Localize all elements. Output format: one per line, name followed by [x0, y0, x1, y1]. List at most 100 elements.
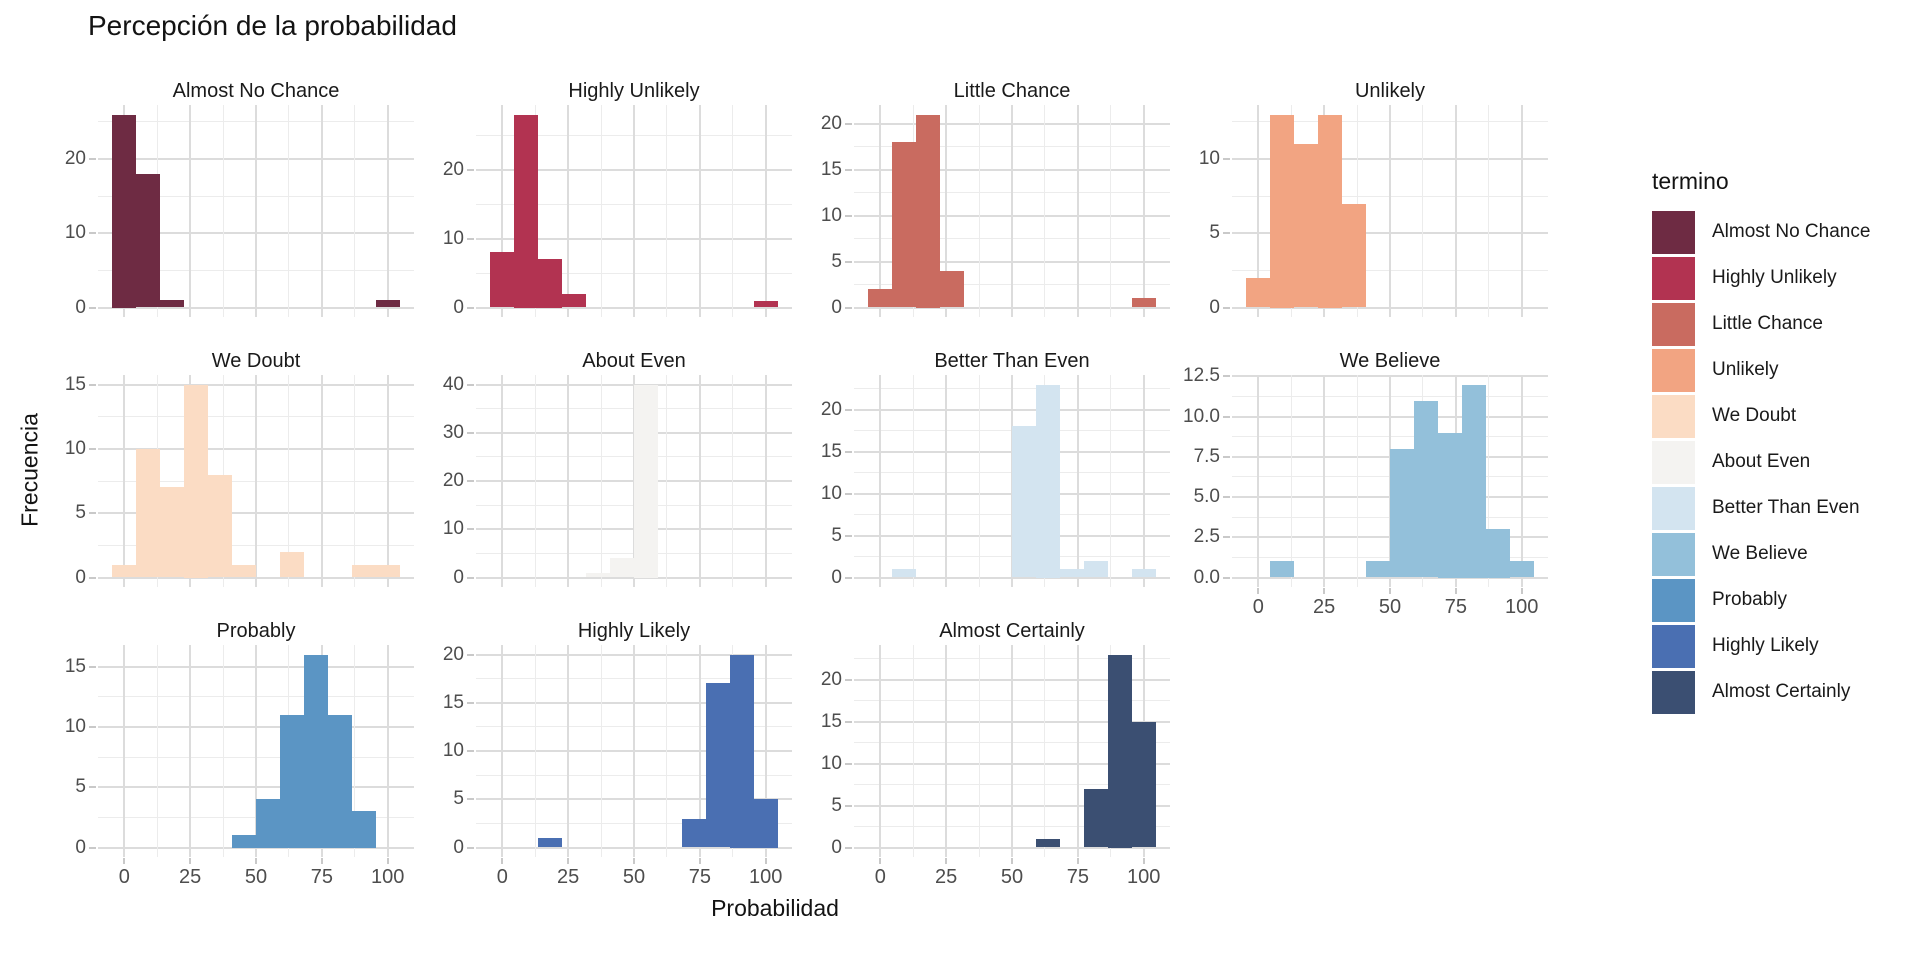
facet-panel-almost-no-chance — [98, 105, 414, 317]
facet-unlikely: Unlikely 0 5 10 — [1170, 62, 1548, 332]
facet-panel-better-than-even — [854, 375, 1170, 587]
gridline-major — [1142, 105, 1145, 317]
y-tick-label: 10 — [64, 222, 86, 244]
gridline-major — [320, 105, 323, 317]
legend-label: Almost Certainly — [1712, 681, 1851, 702]
x-tick-mark — [698, 858, 701, 864]
histogram-bar — [538, 259, 563, 308]
chart-title: Percepción de la probabilidad — [88, 10, 457, 41]
y-axis-better-than-even: 0 5 10 15 20 — [792, 375, 854, 588]
facet-panel-we-believe — [1232, 375, 1548, 587]
gridline-major — [1076, 375, 1079, 587]
y-tick-label: 20 — [442, 470, 464, 491]
legend-swatch-almost-certainly — [1652, 670, 1695, 714]
y-tick-mark — [845, 122, 852, 125]
histogram-bar — [1131, 298, 1156, 308]
histogram-bar — [232, 835, 257, 848]
histogram-bar — [112, 564, 137, 578]
gridline-major — [501, 375, 504, 587]
y-tick-mark — [467, 528, 474, 531]
gridline-major — [386, 645, 389, 857]
y-axis-we-doubt: 0 5 10 15 — [36, 374, 98, 588]
y-tick-mark — [89, 665, 96, 668]
facet-body: 0.0 2.5 5.0 7.5 10.0 12.5 — [1170, 365, 1548, 588]
y-tick-label: 30 — [442, 421, 464, 443]
gridline-minor — [1356, 375, 1358, 587]
x-tick-mark — [255, 858, 257, 864]
x-tick-label: 75 — [1066, 866, 1089, 888]
y-tick-mark — [1223, 496, 1230, 499]
gridline-minor — [666, 375, 668, 587]
y-tick-label: 15 — [820, 710, 842, 732]
y-tick-label: 5.0 — [1193, 486, 1220, 508]
x-tick-label: 0 — [1252, 596, 1264, 618]
facet-title-we-doubt: We Doubt — [211, 350, 301, 372]
legend-item-we-believe: We Believe — [1652, 531, 1870, 577]
y-tick-label: 0 — [75, 566, 86, 588]
histogram-bar — [633, 384, 658, 578]
gridline-major — [567, 645, 570, 857]
y-tick-label: 10 — [820, 204, 842, 226]
gridline-major — [386, 105, 389, 317]
gridline-minor — [288, 375, 290, 587]
histogram-bar — [375, 300, 400, 308]
facet-body: 0 10 20 30 40 — [414, 374, 792, 588]
gridline-minor — [978, 105, 980, 317]
histogram-bar — [184, 384, 209, 578]
facet-title-we-believe: We Believe — [1339, 350, 1441, 372]
histogram-bar — [1318, 114, 1343, 308]
gridline-minor — [600, 105, 602, 317]
legend-label: Probably — [1712, 589, 1787, 610]
histogram-bar — [1131, 569, 1156, 578]
x-tick-label: 25 — [1313, 596, 1336, 618]
legend-label: Highly Unlikely — [1712, 267, 1837, 288]
y-tick-mark — [845, 576, 852, 579]
y-tick-mark — [1223, 375, 1230, 378]
gridline-minor — [534, 645, 536, 857]
legend-swatch-we-doubt — [1652, 394, 1695, 438]
legend-swatch-almost-no-chance — [1652, 210, 1695, 254]
x-tick-mark — [1454, 588, 1457, 594]
legend-item-almost-certainly: Almost Certainly — [1652, 669, 1870, 715]
x-tick-label: 25 — [557, 866, 580, 888]
gridline-minor — [288, 105, 290, 317]
x-tick-label: 50 — [1000, 866, 1024, 888]
y-tick-label: 5 — [75, 776, 86, 798]
y-tick-mark — [467, 383, 474, 386]
gridline-minor — [1290, 375, 1292, 587]
histogram-bar — [1485, 529, 1510, 578]
x-axis-we-believe: 0 25 50 75 100 — [1232, 587, 1548, 618]
y-tick-label: 0 — [453, 566, 464, 588]
histogram-bar — [255, 799, 280, 848]
y-tick-mark — [467, 701, 474, 704]
histogram-bar — [208, 474, 233, 578]
gridline-minor — [1488, 105, 1490, 317]
gridline-major — [1257, 105, 1260, 317]
y-tick-mark — [467, 576, 474, 579]
legend-item-we-doubt: We Doubt — [1652, 393, 1870, 439]
legend-label: Better Than Even — [1712, 497, 1860, 518]
histogram-bar — [681, 818, 706, 848]
x-tick-label: 100 — [1126, 866, 1161, 888]
y-tick-mark — [845, 762, 852, 765]
histogram-bar — [1437, 432, 1462, 578]
y-tick-label: 20 — [64, 148, 86, 170]
x-tick-mark — [501, 858, 504, 864]
histogram-bar — [490, 252, 515, 308]
y-tick-mark — [845, 720, 852, 723]
legend-item-highly-likely: Highly Likely — [1652, 623, 1870, 669]
gridline-minor — [1110, 105, 1112, 317]
y-tick-label: 5 — [831, 250, 842, 272]
facet-body: 0 5 10 — [1170, 105, 1548, 318]
x-tick-label: 75 — [1444, 596, 1467, 618]
y-tick-label: 15 — [64, 655, 86, 677]
histogram-bar — [868, 289, 893, 308]
gridline-major — [255, 105, 257, 317]
histogram-bar — [136, 448, 161, 578]
gridline-minor — [222, 645, 224, 857]
facet-panel-highly-likely — [476, 645, 792, 857]
facet-body: 0 10 20 — [36, 105, 414, 318]
x-tick-mark — [320, 858, 323, 864]
x-tick-label: 50 — [1378, 596, 1402, 618]
histogram-bar — [753, 300, 778, 308]
